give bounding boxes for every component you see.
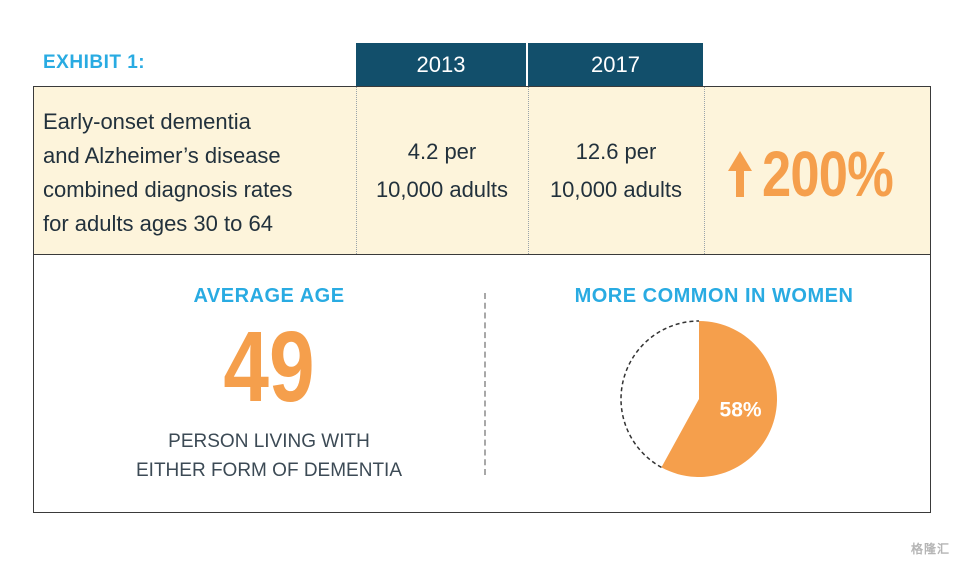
caption-line: PERSON LIVING WITH (168, 431, 370, 452)
stats-row: Early-onset dementia and Alzheimer’s dis… (33, 86, 931, 255)
rate-2013: 4.2 per 10,000 adults (356, 133, 528, 209)
rate-2017-line1: 12.6 per (575, 139, 657, 164)
watermark-logo: 格隆汇 (911, 540, 950, 557)
rate-2017-line2: 10,000 adults (549, 177, 683, 202)
year-header-2013-label: 2013 (416, 51, 466, 77)
rate-2013-line2: 10,000 adults (375, 177, 509, 202)
pie-slice-remainder (620, 320, 700, 469)
watermark-text: 格隆汇 (910, 542, 950, 556)
increase-indicator: 200% (728, 138, 922, 210)
description-line: for adults ages 30 to 64 (43, 211, 273, 236)
pie-slice-women (661, 321, 777, 477)
description-line: Early-onset dementia (43, 109, 251, 134)
exhibit-label: EXHIBIT 1: (43, 52, 146, 73)
pie-chart: 58% (620, 320, 777, 477)
rate-2017: 12.6 per 10,000 adults (528, 133, 704, 209)
column-divider (528, 87, 529, 254)
average-age-title: AVERAGE AGE (193, 285, 345, 307)
description-line: and Alzheimer’s disease (43, 143, 281, 168)
pie-slice-label: 58% (720, 399, 762, 422)
year-header-2013: 2013 (356, 43, 526, 86)
pie-chart-container: 58% (618, 318, 780, 485)
increase-value: 200% (762, 138, 894, 210)
description-line: combined diagnosis rates (43, 177, 293, 202)
year-header-2017-label: 2017 (591, 51, 640, 77)
column-divider (704, 87, 705, 254)
women-title: MORE COMMON IN WOMEN (574, 285, 854, 307)
stats-description: Early-onset dementia and Alzheimer’s dis… (43, 105, 353, 241)
bottom-panel: AVERAGE AGE 49 PERSON LIVING WITH EITHER… (33, 254, 931, 513)
average-age-value: 49 (223, 311, 315, 423)
rate-2013-line1: 4.2 per (407, 139, 477, 164)
average-age-caption: PERSON LIVING WITH EITHER FORM OF DEMENT… (94, 427, 444, 485)
caption-line: EITHER FORM OF DEMENTIA (136, 460, 402, 481)
up-arrow-icon (728, 151, 752, 197)
year-header-2017: 2017 (528, 43, 703, 86)
column-divider (356, 87, 357, 254)
section-divider (484, 293, 486, 475)
